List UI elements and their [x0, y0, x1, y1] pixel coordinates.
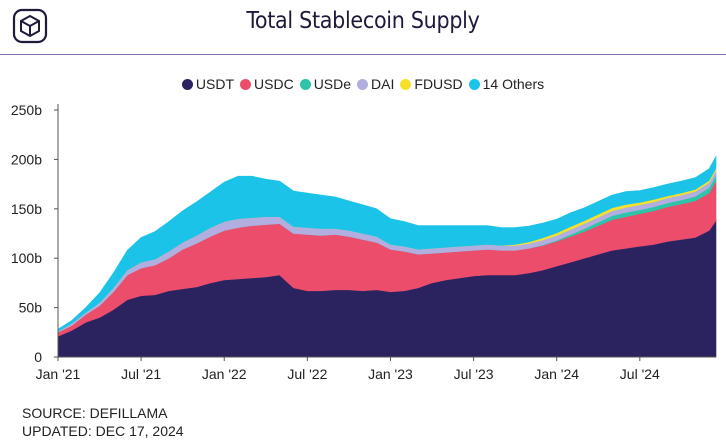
legend-swatch — [468, 78, 480, 90]
chart-legend: USDT USDC USDe DAI FDUSD 14 Others — [0, 76, 726, 92]
legend-label: USDe — [313, 76, 352, 92]
y-tick-label: 250b — [11, 102, 42, 118]
x-tick-label: Jan '21 — [36, 366, 81, 382]
legend-item: FDUSD — [400, 76, 463, 92]
y-tick-label: 100b — [11, 250, 42, 266]
legend-label: 14 Others — [482, 76, 545, 92]
legend-label: USDC — [254, 76, 294, 92]
y-tick-label: 150b — [11, 201, 42, 217]
legend-label: DAI — [371, 76, 395, 92]
title-divider — [0, 54, 726, 55]
legend-item: 14 Others — [468, 76, 545, 92]
legend-swatch — [400, 78, 412, 90]
chart-title: Total Stablecoin Supply — [246, 8, 480, 34]
x-tick-label: Jul '22 — [287, 366, 327, 382]
area-series-14-others — [57, 155, 717, 332]
legend-label: FDUSD — [414, 76, 463, 92]
x-tick-label: Jul '21 — [121, 366, 161, 382]
legend-item: USDe — [299, 76, 352, 92]
legend-swatch — [240, 78, 252, 90]
x-tick-label: Jan '24 — [534, 366, 579, 382]
x-tick-label: Jul '23 — [454, 366, 494, 382]
y-tick-label: 0 — [34, 349, 42, 365]
legend-label: USDT — [195, 76, 235, 92]
legend-item: USDC — [240, 76, 294, 92]
updated-note: UPDATED: DEC 17, 2024 — [22, 423, 184, 439]
source-note: SOURCE: DEFILLAMA — [22, 405, 168, 421]
legend-item: DAI — [357, 76, 394, 92]
legend-item: USDT — [181, 76, 235, 92]
y-tick-label: 200b — [11, 151, 42, 167]
x-tick-label: Jan '22 — [202, 366, 247, 382]
y-tick-label: 50b — [19, 300, 43, 316]
legend-swatch — [299, 78, 311, 90]
x-tick-label: Jul '24 — [620, 366, 660, 382]
legend-swatch — [181, 78, 193, 90]
x-tick-label: Jan '23 — [368, 366, 413, 382]
legend-swatch — [357, 78, 369, 90]
stacked-area-chart: 0 50b 100b 150b 200b 250b Jan '21 Jul '21 Jan '2… — [11, 102, 717, 382]
cube-logo-icon — [12, 8, 48, 44]
chart-footer: SOURCE: DEFILLAMA UPDATED: DEC 17, 2024 — [22, 404, 184, 440]
